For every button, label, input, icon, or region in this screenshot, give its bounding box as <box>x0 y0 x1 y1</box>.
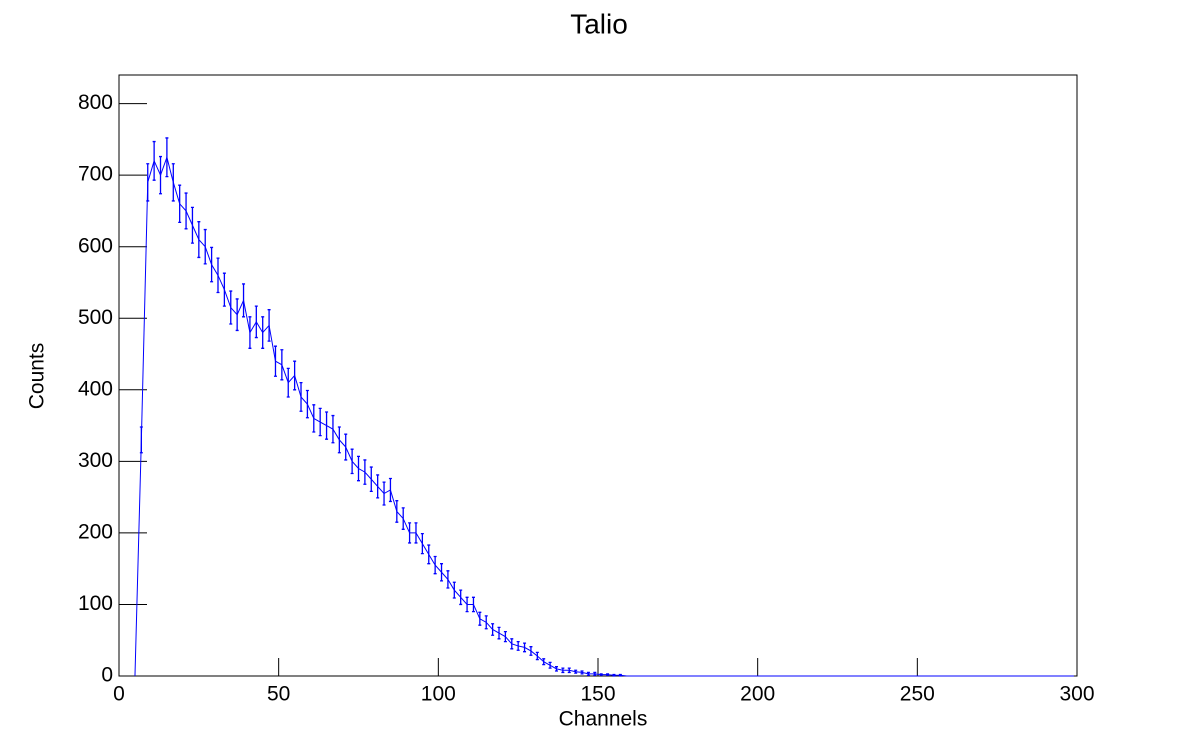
error-bar <box>165 137 169 178</box>
error-bar <box>408 522 412 544</box>
error-bar <box>542 658 546 666</box>
error-bar <box>440 563 444 582</box>
error-bar <box>420 532 424 555</box>
error-bar <box>248 316 252 349</box>
y-tick-label: 700 <box>78 163 113 186</box>
error-bar <box>554 666 558 672</box>
chart-title: Talio <box>570 8 628 39</box>
error-bar <box>242 283 246 318</box>
error-bar <box>586 671 590 676</box>
error-bar <box>280 349 284 381</box>
y-tick-label: 800 <box>78 91 113 114</box>
error-bar <box>331 414 335 444</box>
error-bar <box>178 184 182 224</box>
error-bar <box>388 477 392 503</box>
x-axis-label: Channels <box>559 708 648 731</box>
y-tick-label: 600 <box>78 234 113 257</box>
error-bar <box>606 673 610 676</box>
error-bar <box>146 163 150 202</box>
y-axis-label: Counts <box>26 343 49 410</box>
error-bar <box>299 382 303 412</box>
error-bar <box>376 474 380 499</box>
error-bar <box>459 589 463 606</box>
error-bar <box>197 221 201 259</box>
plot-frame <box>118 74 1078 677</box>
error-bar <box>523 642 527 653</box>
error-bar <box>190 206 194 244</box>
error-bar <box>350 448 354 475</box>
error-bar <box>465 596 469 613</box>
error-bar <box>363 459 367 485</box>
y-tick-label: 100 <box>78 592 113 615</box>
error-bar <box>216 257 220 294</box>
error-bar <box>312 404 316 433</box>
error-bar <box>510 638 514 650</box>
y-tick-label: 0 <box>101 664 113 687</box>
error-bar <box>222 272 226 307</box>
error-bar <box>152 140 156 181</box>
x-tick-label: 250 <box>900 683 935 706</box>
y-tick-label: 300 <box>78 449 113 472</box>
error-bar <box>599 673 603 676</box>
error-bar <box>427 544 431 565</box>
x-tick-label: 50 <box>267 683 290 706</box>
error-bar <box>561 667 565 674</box>
error-bar <box>369 466 373 493</box>
error-bar <box>357 455 360 482</box>
error-bar <box>529 646 533 656</box>
error-bar <box>318 407 322 437</box>
error-bar <box>229 290 233 325</box>
y-tick-label: 400 <box>78 377 113 400</box>
x-tick-label: 100 <box>421 683 456 706</box>
error-bar <box>184 192 188 230</box>
error-bar <box>567 667 571 674</box>
error-bar <box>159 155 163 195</box>
x-tick-label: 150 <box>580 683 615 706</box>
data-line <box>134 155 1074 677</box>
error-bar <box>203 228 207 265</box>
error-bar <box>478 611 482 626</box>
error-bar <box>446 570 450 589</box>
error-bar <box>618 673 622 677</box>
y-tick-label: 500 <box>78 306 113 329</box>
error-bar <box>325 411 329 440</box>
error-bar <box>273 345 277 377</box>
x-tick-label: 200 <box>740 683 775 706</box>
error-bar <box>235 298 239 332</box>
error-bar <box>171 163 175 202</box>
error-bar <box>516 641 520 651</box>
error-bar <box>503 630 507 643</box>
error-bar <box>548 661 552 669</box>
error-bar <box>535 651 539 661</box>
error-bar <box>401 507 405 530</box>
error-bar <box>497 626 501 640</box>
error-bar <box>491 623 495 636</box>
error-bar <box>286 367 290 398</box>
error-bar <box>593 671 597 676</box>
y-tick-label: 200 <box>78 520 113 543</box>
error-bar <box>414 522 418 544</box>
error-bar <box>574 669 578 674</box>
error-bar <box>293 360 297 391</box>
error-bar <box>210 246 214 283</box>
x-tick-label: 0 <box>113 683 125 706</box>
error-bar <box>267 309 271 342</box>
error-bar <box>612 673 616 677</box>
error-bar <box>433 555 437 575</box>
error-bar <box>344 433 348 461</box>
error-bar <box>395 500 399 523</box>
error-bar <box>382 481 386 506</box>
error-bar <box>580 670 584 675</box>
error-bar <box>139 426 143 454</box>
x-tick-label: 300 <box>1059 683 1094 706</box>
error-bar <box>471 596 475 613</box>
error-bar <box>254 305 258 339</box>
error-bar <box>452 581 456 599</box>
error-bar <box>261 316 265 349</box>
error-bar <box>337 426 341 454</box>
error-bar <box>305 389 309 419</box>
error-bar <box>484 615 488 630</box>
